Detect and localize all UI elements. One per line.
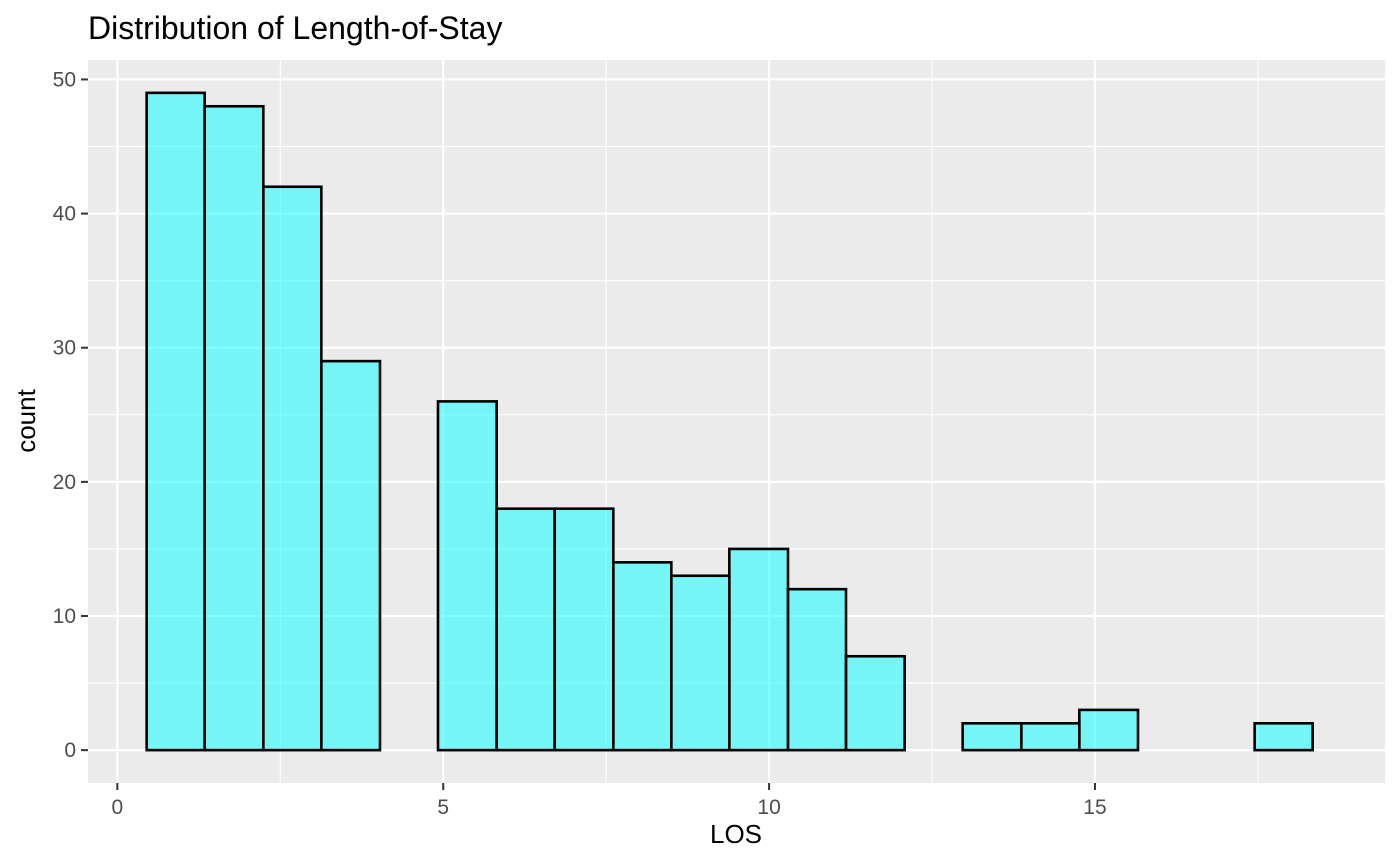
- x-axis-label: LOS: [710, 819, 762, 849]
- histogram-bar-4: [320, 359, 382, 752]
- chart-title: Distribution of Length-of-Stay: [88, 10, 502, 46]
- y-tick-label: 30: [53, 337, 76, 360]
- histogram-bar-15: [961, 722, 1023, 752]
- x-axis: 0 5 10 15: [111, 783, 1107, 819]
- x-tick-label: 0: [111, 796, 123, 819]
- histogram-bar-11: [728, 547, 790, 752]
- histogram-bars: [145, 91, 1314, 752]
- histogram-bar-17: [1078, 708, 1140, 752]
- y-tick-label: 10: [53, 605, 76, 628]
- histogram-bar-13: [844, 654, 906, 752]
- histogram-bar-6: [436, 400, 498, 752]
- x-tick-label: 15: [1083, 796, 1106, 819]
- histogram-bar-9: [612, 561, 673, 752]
- histogram-bar-8: [553, 507, 615, 752]
- histogram-bar-20: [1253, 722, 1314, 752]
- x-tick-label: 10: [757, 796, 780, 819]
- y-tick-label: 40: [53, 203, 76, 226]
- y-tick-label: 50: [53, 68, 76, 91]
- y-axis: 0 10 20 30 40 50: [53, 68, 88, 762]
- y-tick-label: 0: [64, 739, 76, 762]
- x-tick-label: 5: [437, 796, 449, 819]
- y-axis-label: count: [11, 388, 41, 452]
- histogram-bar-12: [786, 587, 848, 752]
- histogram-bar-7: [495, 507, 556, 752]
- histogram-bar-1: [145, 91, 206, 752]
- y-tick-label: 20: [53, 471, 76, 494]
- histogram-bar-10: [670, 574, 731, 752]
- histogram-bar-2: [203, 104, 265, 752]
- histogram-bar-16: [1020, 722, 1081, 752]
- histogram-bar-3: [262, 185, 323, 752]
